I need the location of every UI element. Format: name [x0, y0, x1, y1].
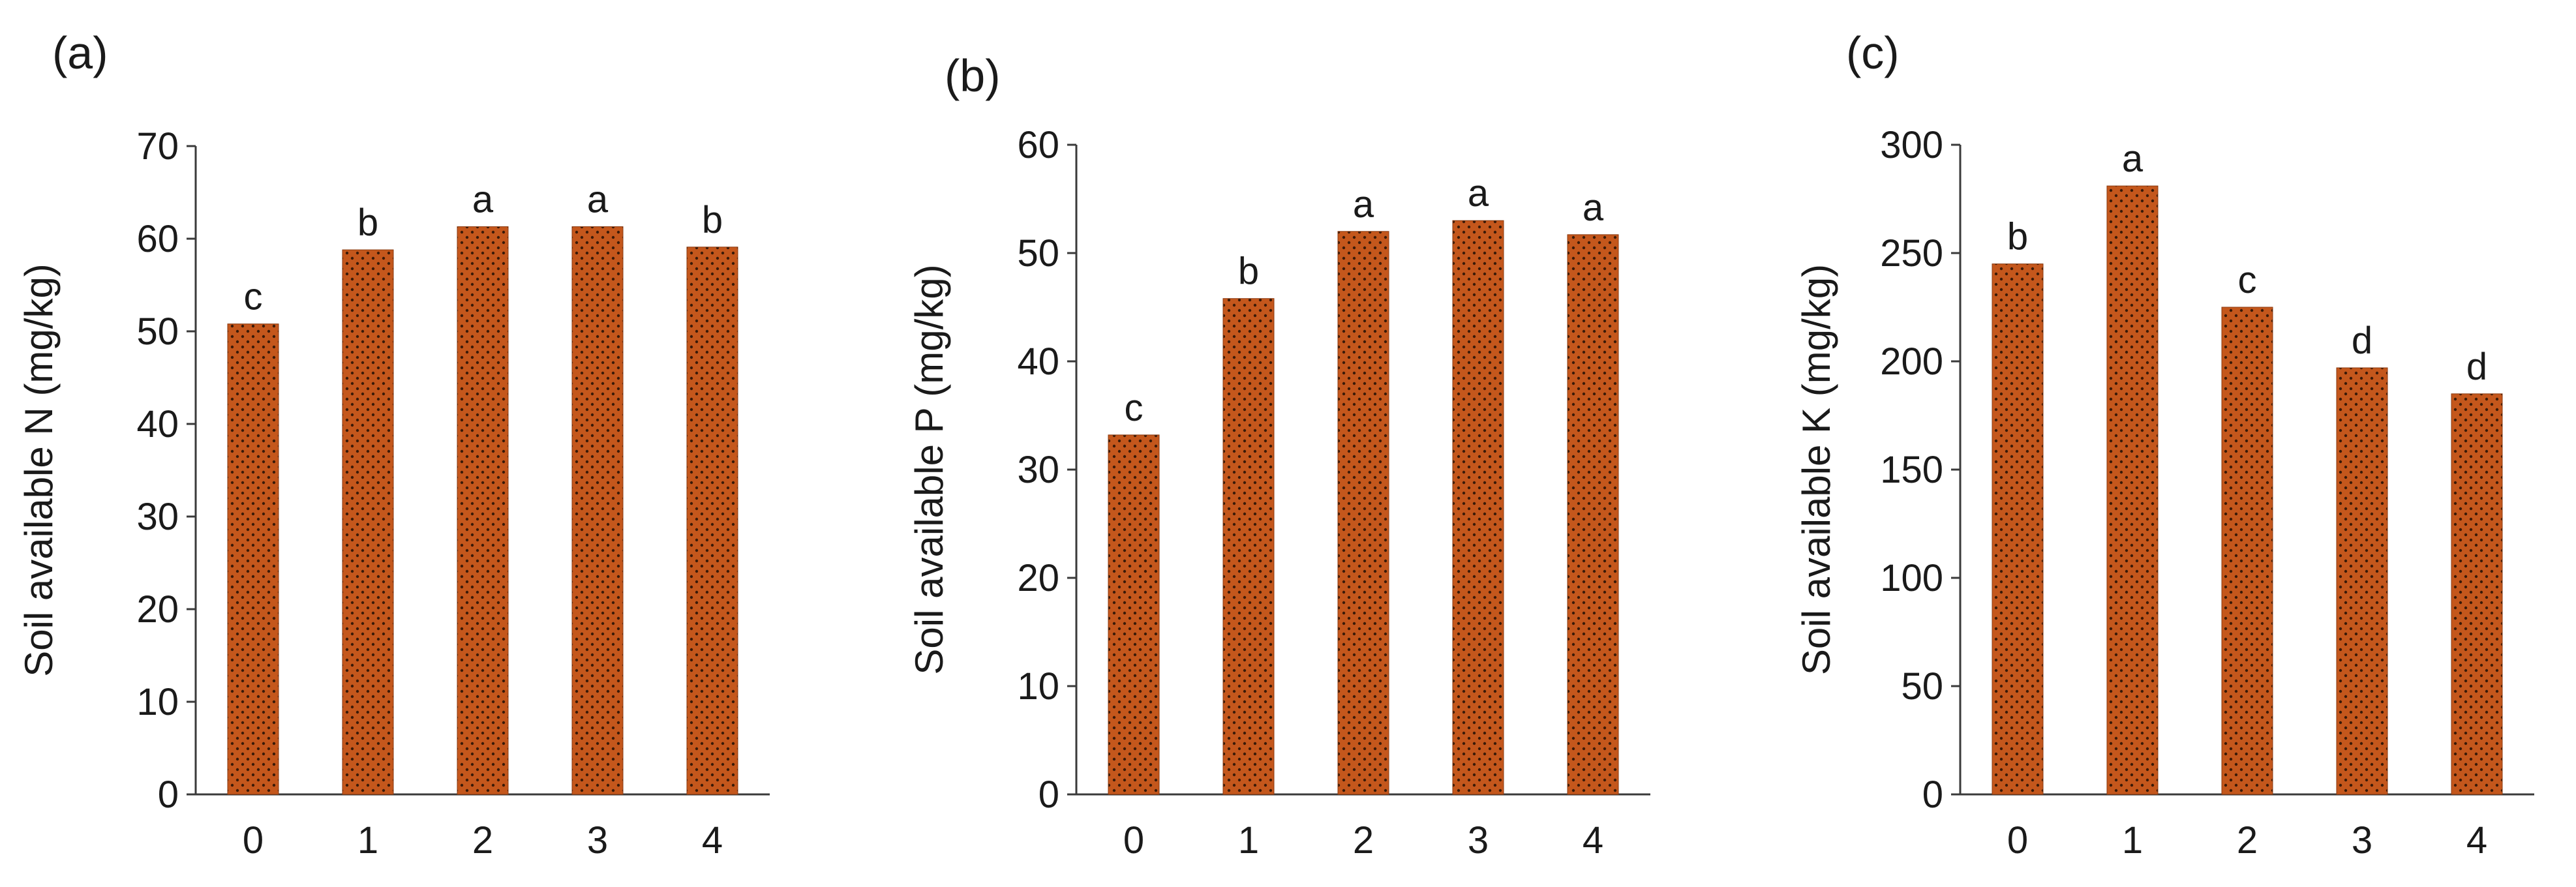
chart-panel-2: (b)Soil available P (mg/kg)0102030405060… — [907, 50, 1650, 862]
x-tick-label: 0 — [2007, 819, 2028, 862]
significance-label: a — [2122, 138, 2144, 180]
y-axis-label: Soil available P (mg/kg) — [907, 264, 951, 674]
significance-label: b — [357, 202, 378, 244]
x-tick-label: 1 — [2122, 819, 2143, 862]
significance-label: a — [1468, 172, 1489, 215]
x-tick-label: 3 — [2352, 819, 2372, 862]
bar — [1108, 434, 1160, 795]
y-tick-label: 50 — [1901, 665, 1943, 708]
panel-label: (a) — [52, 27, 108, 78]
y-tick-label: 40 — [1017, 340, 1059, 383]
bar — [2451, 393, 2503, 795]
bar — [686, 247, 738, 795]
x-tick-label: 1 — [357, 819, 378, 862]
significance-label: c — [1125, 387, 1144, 429]
bar — [571, 226, 624, 795]
x-tick-label: 2 — [1353, 819, 1374, 862]
panel-label: (c) — [1846, 27, 1900, 78]
y-tick-label: 10 — [136, 681, 179, 723]
x-tick-label: 4 — [2466, 819, 2487, 862]
x-tick-label: 4 — [1583, 819, 1603, 862]
bar — [342, 249, 394, 795]
y-tick-label: 40 — [136, 403, 179, 445]
bar — [227, 323, 279, 795]
y-tick-label: 20 — [1017, 557, 1059, 599]
y-tick-label: 20 — [136, 588, 179, 631]
bar — [457, 226, 509, 795]
bar — [2106, 185, 2159, 795]
chart-panel-1: (a)Soil available N (mg/kg)0102030405060… — [17, 27, 770, 862]
bar — [1452, 220, 1504, 795]
y-tick-label: 0 — [1038, 774, 1059, 816]
y-tick-label: 0 — [1922, 774, 1943, 816]
x-tick-label: 3 — [1468, 819, 1489, 862]
bar — [1567, 234, 1619, 795]
x-tick-label: 1 — [1238, 819, 1259, 862]
significance-label: d — [2352, 320, 2372, 362]
significance-label: d — [2466, 346, 2487, 388]
x-tick-label: 2 — [472, 819, 493, 862]
y-tick-label: 30 — [1017, 449, 1059, 491]
y-tick-label: 60 — [1017, 124, 1059, 166]
y-tick-label: 70 — [136, 125, 179, 168]
y-tick-label: 250 — [1880, 232, 1943, 275]
y-tick-label: 50 — [136, 310, 179, 353]
y-tick-label: 150 — [1880, 449, 1943, 491]
x-tick-label: 2 — [2237, 819, 2258, 862]
chart-panels: (a)Soil available N (mg/kg)0102030405060… — [17, 27, 2534, 862]
bar — [2336, 367, 2388, 795]
significance-label: c — [2238, 259, 2257, 301]
y-axis-label: Soil available N (mg/kg) — [17, 263, 61, 677]
bar — [1992, 263, 2044, 795]
y-tick-label: 10 — [1017, 665, 1059, 708]
y-axis-label: Soil available K (mg/kg) — [1795, 264, 1838, 675]
bar — [1337, 231, 1389, 795]
significance-label: b — [702, 199, 723, 241]
significance-label: a — [1353, 183, 1374, 226]
bar — [1222, 298, 1275, 795]
chart-panel-3: (c) Soil available K (mg/kg) 0 50 100 150 200 2… — [1795, 27, 2534, 862]
y-tick-label: 300 — [1880, 124, 1943, 166]
x-tick-label: 3 — [587, 819, 608, 862]
y-tick-label: 200 — [1880, 340, 1943, 383]
panel-label: (b) — [945, 50, 1001, 101]
x-tick-label: 0 — [243, 819, 264, 862]
y-tick-label: 50 — [1017, 232, 1059, 275]
y-tick-label: 60 — [136, 218, 179, 260]
x-tick-label: 0 — [1123, 819, 1144, 862]
significance-label: a — [472, 179, 494, 221]
y-tick-label: 30 — [136, 496, 179, 538]
significance-label: c — [244, 276, 263, 318]
y-tick-label: 0 — [158, 774, 179, 816]
bar — [2221, 307, 2273, 795]
significance-label: b — [1238, 250, 1259, 293]
significance-label: a — [1583, 187, 1604, 229]
significance-label: b — [2007, 216, 2028, 258]
y-tick-label: 100 — [1880, 557, 1943, 599]
significance-label: a — [587, 179, 609, 221]
x-tick-label: 4 — [702, 819, 723, 862]
